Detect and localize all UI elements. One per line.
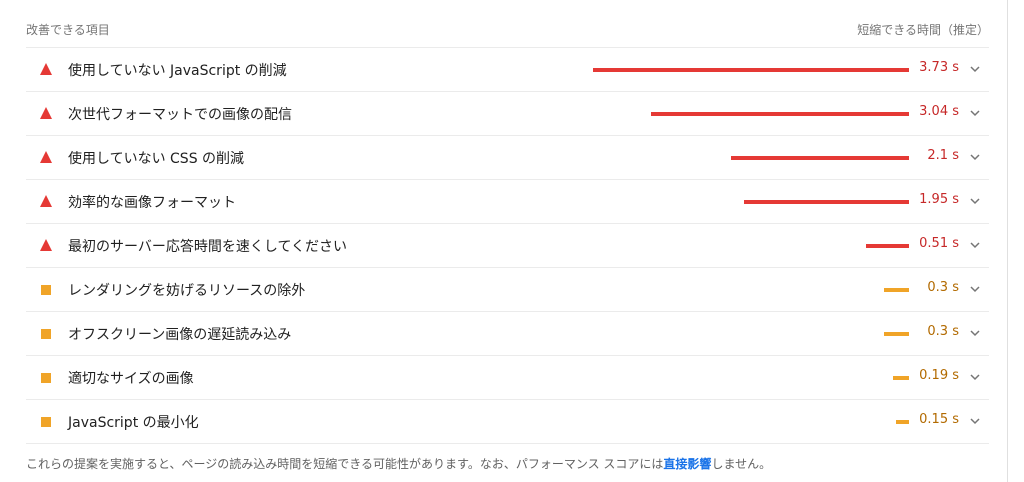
savings-value: 0.3 s	[927, 280, 959, 295]
warning-triangle-icon	[40, 63, 52, 75]
opportunity-title: 使用していない CSS の削減	[68, 151, 245, 167]
savings-value: 0.51 s	[919, 236, 959, 251]
warning-triangle-icon	[40, 195, 52, 207]
opportunity-title: 次世代フォーマットでの画像の配信	[68, 107, 292, 123]
opportunity-row[interactable]: 最初のサーバー応答時間を速くしてください 0.51 s	[26, 224, 989, 268]
savings-bar	[893, 376, 909, 380]
opportunity-title: オフスクリーン画像の遅延読み込み	[68, 327, 292, 343]
opportunity-row[interactable]: JavaScript の最小化 0.15 s	[26, 400, 989, 444]
opportunity-title: 適切なサイズの画像	[68, 371, 194, 387]
savings-value: 1.95 s	[919, 192, 959, 207]
chevron-down-icon[interactable]	[969, 108, 981, 118]
chevron-down-icon[interactable]	[969, 416, 981, 426]
savings-value: 3.73 s	[919, 60, 959, 75]
direct-impact-link[interactable]: 直接影響	[663, 457, 712, 471]
opportunity-row[interactable]: オフスクリーン画像の遅延読み込み 0.3 s	[26, 312, 989, 356]
savings-bar	[866, 244, 909, 248]
orange-square-icon	[41, 417, 51, 427]
savings-value: 0.3 s	[927, 324, 959, 339]
savings-bar	[651, 112, 909, 116]
savings-bar	[896, 420, 909, 424]
savings-bar	[744, 200, 909, 204]
savings-bar	[884, 332, 909, 336]
savings-bar	[884, 288, 909, 292]
opportunity-title: JavaScript の最小化	[68, 415, 199, 431]
opportunity-row[interactable]: 使用していない CSS の削減 2.1 s	[26, 136, 989, 180]
chevron-down-icon[interactable]	[969, 64, 981, 74]
savings-value: 0.19 s	[919, 368, 959, 383]
chevron-down-icon[interactable]	[969, 372, 981, 382]
chevron-down-icon[interactable]	[969, 284, 981, 294]
opportunity-column-header: 改善できる項目	[26, 23, 110, 37]
savings-value: 2.1 s	[927, 148, 959, 163]
chevron-down-icon[interactable]	[969, 240, 981, 250]
footer-text-after: しません。	[711, 457, 772, 471]
orange-square-icon	[41, 285, 51, 295]
footer-text-before: これらの提案を実施すると、ページの読み込み時間を短縮できる可能性があります。なお…	[26, 457, 664, 471]
footer-note: これらの提案を実施すると、ページの読み込み時間を短縮できる可能性があります。なお…	[26, 455, 771, 472]
warning-triangle-icon	[40, 239, 52, 251]
opportunity-row[interactable]: レンダリングを妨げるリソースの除外 0.3 s	[26, 268, 989, 312]
orange-square-icon	[41, 373, 51, 383]
opportunity-title: レンダリングを妨げるリソースの除外	[68, 283, 306, 299]
opportunity-title: 最初のサーバー応答時間を速くしてください	[68, 239, 348, 255]
warning-triangle-icon	[40, 151, 52, 163]
chevron-down-icon[interactable]	[969, 152, 981, 162]
chevron-down-icon[interactable]	[969, 196, 981, 206]
opportunity-row[interactable]: 次世代フォーマットでの画像の配信 3.04 s	[26, 92, 989, 136]
savings-bar	[593, 68, 909, 72]
opportunity-row[interactable]: 適切なサイズの画像 0.19 s	[26, 356, 989, 400]
savings-column-header: 短縮できる時間（推定）	[857, 23, 989, 37]
chevron-down-icon[interactable]	[969, 328, 981, 338]
savings-value: 0.15 s	[919, 412, 959, 427]
opportunity-row[interactable]: 使用していない JavaScript の削減 3.73 s	[26, 48, 989, 92]
opportunity-row[interactable]: 効率的な画像フォーマット 1.95 s	[26, 180, 989, 224]
warning-triangle-icon	[40, 107, 52, 119]
savings-bar	[731, 156, 909, 160]
savings-value: 3.04 s	[919, 104, 959, 119]
orange-square-icon	[41, 329, 51, 339]
opportunities-header: 改善できる項目 短縮できる時間（推定）	[26, 21, 989, 39]
opportunities-list: 使用していない JavaScript の削減 3.73 s 次世代フォーマットでの画…	[26, 47, 989, 444]
opportunity-title: 効率的な画像フォーマット	[68, 195, 236, 211]
opportunity-title: 使用していない JavaScript の削減	[68, 63, 287, 79]
